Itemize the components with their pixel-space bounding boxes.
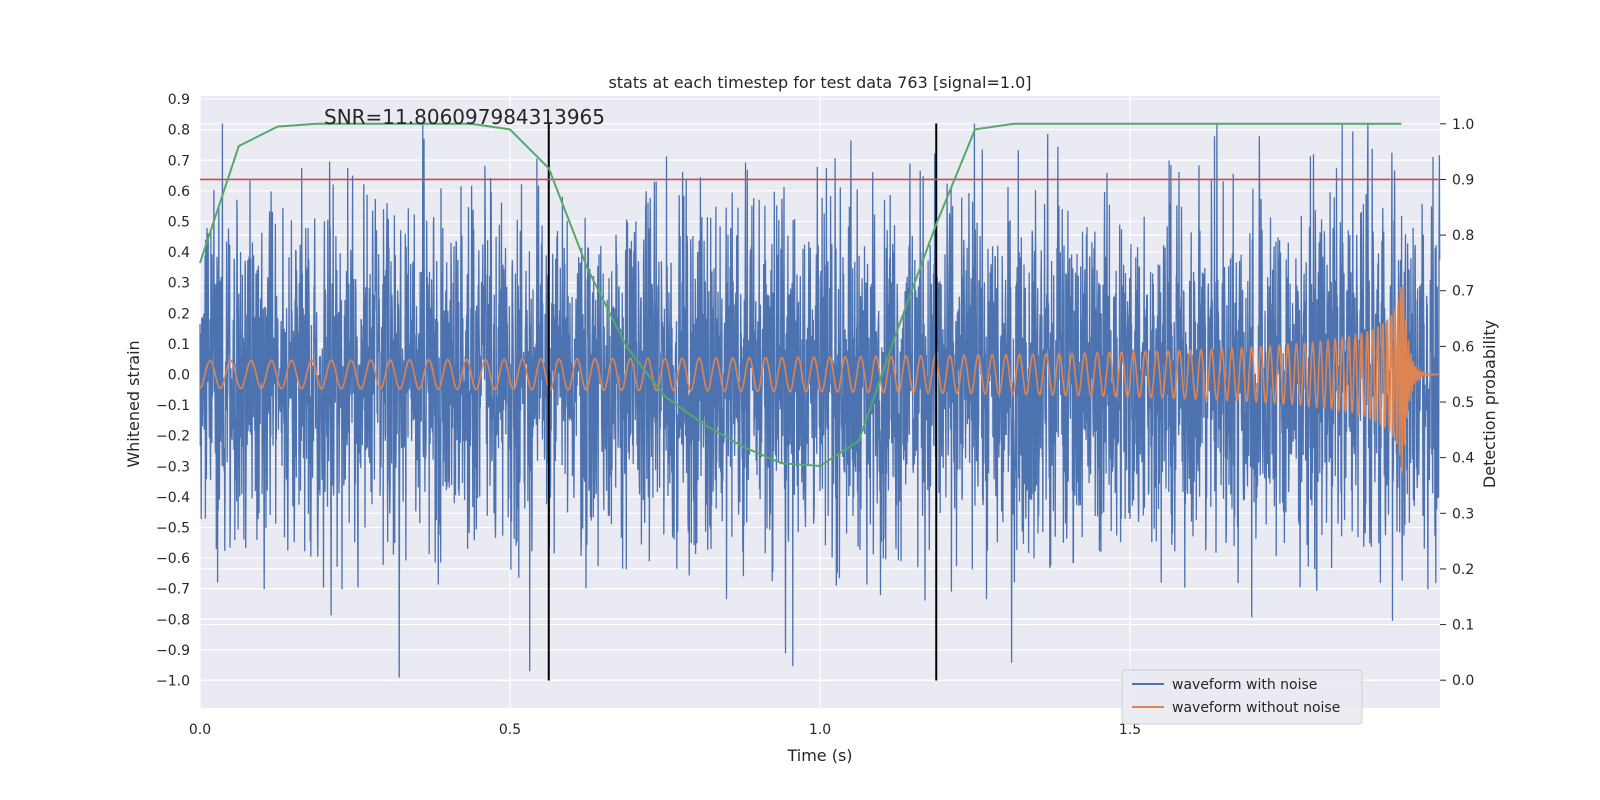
y-tick-label: 0.1 <box>168 337 190 353</box>
legend: waveform with noise waveform without noi… <box>1121 669 1363 725</box>
legend-label-noisy: waveform with noise <box>1172 677 1317 693</box>
y2-tick-label: 0.4 <box>1452 451 1474 467</box>
x-tick-label: 0.0 <box>189 722 211 738</box>
y-tick-label: 0.9 <box>168 92 190 108</box>
y2-tick-label: 0.6 <box>1452 339 1474 355</box>
snr-annotation: SNR=11.806097984313965 <box>324 105 605 129</box>
series-waveform-without-noise <box>199 284 1440 473</box>
y2-tick-label: 0.8 <box>1452 228 1474 244</box>
y-tick-label: −0.4 <box>156 490 190 506</box>
y-tick-label: 0.8 <box>168 123 190 139</box>
overlay-layer <box>199 122 1440 681</box>
y-tick-label: −0.3 <box>156 459 190 475</box>
x-axis-label: Time (s) <box>786 746 852 765</box>
tick-labels: 0.0 0.5 1.0 1.5 0.9 0.8 0.7 0.6 0.5 0.4 0.3 0.2 0.1 0… <box>156 92 1474 738</box>
y-tick-label: −0.5 <box>156 520 190 536</box>
series-layer <box>199 123 1441 678</box>
y-tick-label: −0.9 <box>156 643 190 659</box>
series-waveform-with-noise <box>199 123 1441 678</box>
y2-tick-label: 0.0 <box>1452 673 1474 689</box>
x-tick-label: 1.5 <box>1119 722 1141 738</box>
y2-tick-label: 0.2 <box>1452 562 1474 578</box>
chart-title: stats at each timestep for test data 763… <box>608 73 1031 92</box>
y-tick-label: −0.7 <box>156 582 190 598</box>
series-detection-probability <box>199 122 1402 468</box>
y-tick-label: 0.4 <box>168 245 190 261</box>
y2-tick-label: 0.1 <box>1452 618 1474 634</box>
y-tick-label: 0.2 <box>168 306 190 322</box>
y2-axis-label: Detection probability <box>1480 320 1499 488</box>
y-tick-label: −0.6 <box>156 551 190 567</box>
y-tick-label: 0.7 <box>168 153 190 169</box>
x-tick-label: 0.5 <box>499 722 521 738</box>
y-axis-label: Whitened strain <box>124 340 143 467</box>
y2-tick-label: 0.7 <box>1452 284 1474 300</box>
y2-tick-label: 1.0 <box>1452 117 1474 133</box>
y2-tick-label: 0.3 <box>1452 506 1474 522</box>
y-tick-label: −0.1 <box>156 398 190 414</box>
y2-tick-label: 0.9 <box>1452 172 1474 188</box>
y-tick-label: −0.8 <box>156 612 190 628</box>
x-tick-label: 1.0 <box>809 722 831 738</box>
legend-box <box>1121 669 1363 725</box>
y2-tick-label: 0.5 <box>1452 395 1474 411</box>
y-tick-label: −0.2 <box>156 429 190 445</box>
y-tick-label: 0.3 <box>168 276 190 292</box>
legend-label-clean: waveform without noise <box>1172 700 1340 716</box>
y-tick-label: 0.6 <box>168 184 190 200</box>
y-tick-label: 0.5 <box>168 214 190 230</box>
y-tick-label: −1.0 <box>156 673 190 689</box>
y-tick-label: 0.0 <box>168 367 190 383</box>
